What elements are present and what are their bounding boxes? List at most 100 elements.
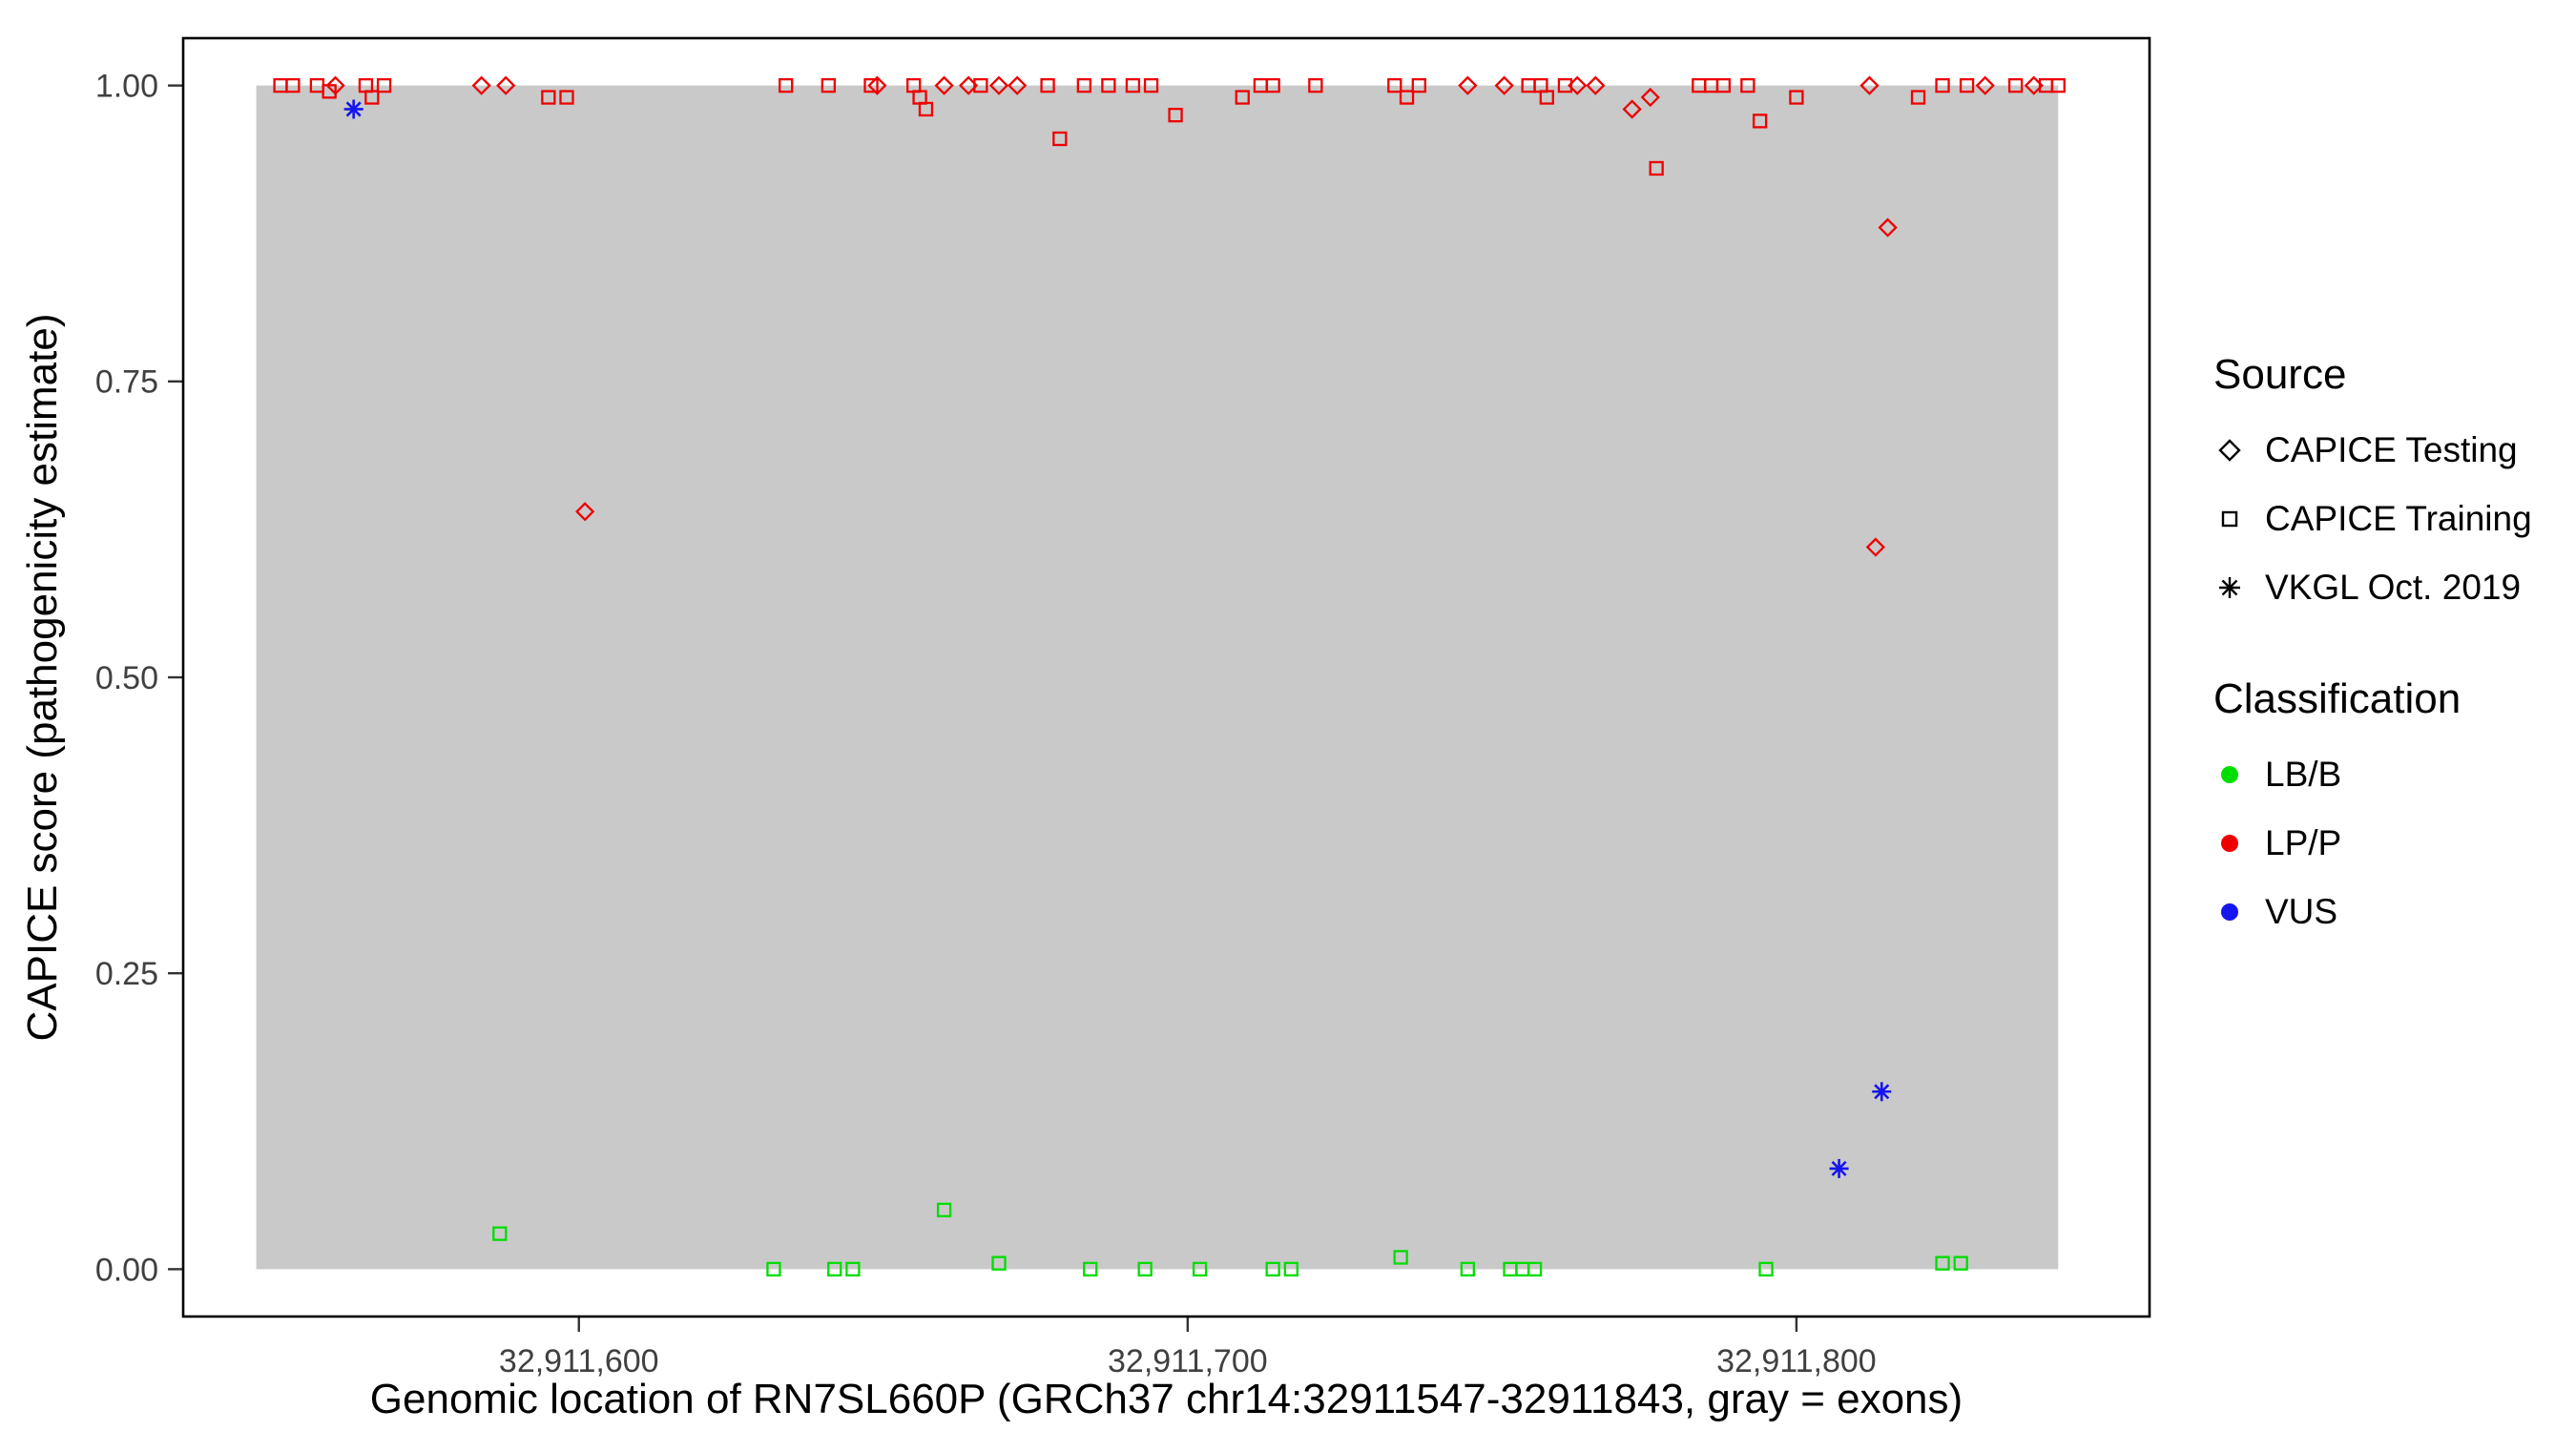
point-square <box>559 90 574 105</box>
point-square <box>991 1255 1007 1271</box>
y-tick-label: 0.00 <box>95 1252 158 1288</box>
point-diamond <box>1008 75 1028 95</box>
point-square <box>1040 77 1055 93</box>
point-square <box>1137 1261 1153 1277</box>
point-square <box>322 84 337 99</box>
point-diamond <box>496 75 516 95</box>
point-square <box>827 1261 842 1277</box>
point-square <box>1935 1255 1950 1271</box>
point-square <box>1387 77 1402 93</box>
legend-item-capice-testing: CAPICE Testing <box>2213 424 2532 477</box>
y-tick-label: 0.75 <box>95 364 158 401</box>
point-square <box>1557 77 1573 93</box>
point-square <box>1527 1261 1543 1277</box>
point-diamond <box>1494 75 1514 95</box>
point-square <box>1715 77 1731 93</box>
point-square <box>1953 1255 1968 1271</box>
point-diamond <box>1568 75 1588 95</box>
point-diamond <box>867 75 887 95</box>
point-square <box>1192 1261 1208 1277</box>
x-axis-title: Genomic location of RN7SL660P (GRCh37 ch… <box>369 1376 1963 1422</box>
legend-source-title: Source <box>2213 351 2347 398</box>
legend-item-label: LB/B <box>2265 755 2342 794</box>
diamond-icon <box>2213 434 2246 467</box>
point-square <box>1959 77 1975 93</box>
point-square <box>1935 77 1950 93</box>
y-tick-label: 1.00 <box>95 69 158 105</box>
point-diamond <box>325 75 345 95</box>
point-asterisk <box>1829 1158 1849 1178</box>
point-diamond <box>575 502 595 522</box>
y-axis-title: CAPICE score (pathogenicity estimate) <box>19 313 66 1042</box>
point-diamond <box>1975 75 1995 95</box>
legend-classification-title: Classification <box>2213 675 2462 722</box>
point-square <box>936 1202 952 1217</box>
x-tick-label: 32,911,700 <box>1108 1343 1268 1379</box>
point-square <box>1143 77 1159 93</box>
point-diamond <box>1640 87 1660 108</box>
point-square <box>1649 160 1664 176</box>
legend: Source CAPICE Testing CAPICE Training <box>2213 351 2532 954</box>
point-diamond <box>1458 75 1478 95</box>
point-square <box>1308 77 1323 93</box>
point-diamond <box>988 75 1009 95</box>
point-diamond <box>934 75 954 95</box>
point-square <box>1460 1261 1475 1277</box>
legend-item-label: VKGL Oct. 2019 <box>2265 568 2522 607</box>
point-square <box>779 77 794 93</box>
point-square <box>1758 1261 1774 1277</box>
point-square <box>973 77 988 93</box>
point-square <box>1283 1261 1298 1277</box>
point-square <box>1076 77 1092 93</box>
point-square <box>1125 77 1141 93</box>
legend-item-lbb: LB/B <box>2213 748 2532 801</box>
y-tick-label: 0.50 <box>95 660 158 696</box>
legend-item-capice-training: CAPICE Training <box>2213 492 2532 546</box>
point-square <box>1052 131 1068 147</box>
point-square <box>492 1226 508 1241</box>
point-square <box>2007 77 2024 93</box>
asterisk-icon <box>2213 571 2246 604</box>
point-diamond <box>1622 99 1642 119</box>
point-diamond <box>1878 218 1898 238</box>
point-diamond <box>1586 75 1606 95</box>
blue-dot-icon <box>2213 896 2246 928</box>
legend-item-label: LP/P <box>2265 823 2342 862</box>
point-square <box>1539 90 1554 105</box>
point-square <box>1411 77 1426 93</box>
legend-item-lpp: LP/P <box>2213 817 2532 870</box>
point-square <box>821 77 837 93</box>
exon-region <box>256 85 2059 1270</box>
point-square <box>766 1261 781 1277</box>
legend-item-vkgl: VKGL Oct. 2019 <box>2213 561 2532 614</box>
point-square <box>863 77 879 93</box>
point-square <box>1740 77 1755 93</box>
point-square <box>1399 90 1415 105</box>
point-diamond <box>471 75 491 95</box>
x-tick-label: 32,911,600 <box>499 1343 659 1379</box>
point-square <box>1235 90 1250 105</box>
legend-item-label: CAPICE Testing <box>2265 430 2518 469</box>
x-tick-label: 32,911,800 <box>1716 1343 1877 1379</box>
point-asterisk <box>1872 1082 1892 1102</box>
point-square <box>1265 1261 1280 1277</box>
legend-item-label: VUS <box>2265 892 2338 931</box>
green-dot-icon <box>2213 758 2246 791</box>
point-square <box>285 77 301 93</box>
panel-border <box>181 36 2151 1318</box>
point-square <box>1101 77 1116 93</box>
point-square <box>1083 1261 1098 1277</box>
legend-item-label: CAPICE Training <box>2265 499 2532 538</box>
point-square <box>1265 77 1280 93</box>
point-square <box>1910 90 1926 105</box>
y-tick-label: 0.25 <box>95 956 158 992</box>
red-dot-icon <box>2213 827 2246 860</box>
point-square <box>1789 90 1804 105</box>
point-square <box>918 101 934 117</box>
point-square <box>376 77 392 93</box>
legend-item-vus: VUS <box>2213 885 2532 939</box>
point-square <box>364 90 380 105</box>
point-square <box>2050 77 2066 93</box>
